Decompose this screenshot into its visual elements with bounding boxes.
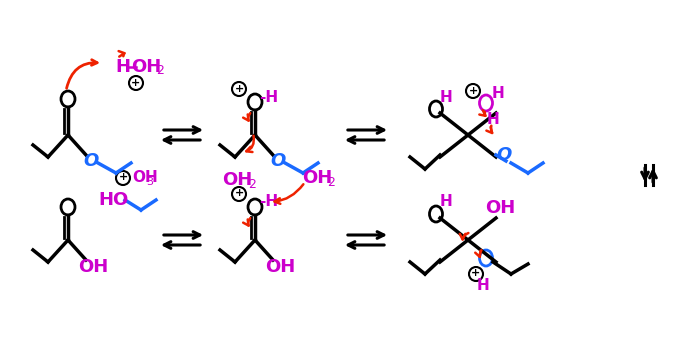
Text: OH: OH (222, 171, 252, 189)
Text: OH: OH (131, 58, 161, 76)
Text: +: + (132, 77, 141, 88)
Text: +: + (468, 85, 477, 96)
Text: H: H (116, 58, 130, 76)
Text: OH: OH (302, 169, 332, 187)
Text: +: + (118, 173, 127, 182)
Text: O: O (270, 152, 286, 170)
Text: +: + (234, 189, 244, 198)
Text: -H: -H (260, 195, 279, 210)
Text: OH: OH (265, 258, 295, 276)
Text: O: O (496, 146, 512, 164)
Text: +: + (471, 268, 481, 279)
Text: HO: HO (98, 191, 128, 209)
Text: H: H (491, 85, 505, 100)
Text: OH: OH (132, 170, 158, 186)
Text: OH: OH (485, 199, 515, 217)
Text: 3: 3 (146, 177, 153, 187)
Text: H: H (477, 278, 489, 293)
Text: 2: 2 (248, 177, 256, 190)
Text: 2: 2 (156, 64, 164, 77)
Text: H: H (440, 195, 452, 210)
Text: -H: -H (260, 90, 279, 105)
Text: O: O (83, 152, 99, 170)
Text: OH: OH (78, 258, 108, 276)
Text: H: H (440, 90, 452, 105)
Text: +: + (234, 84, 244, 93)
Text: 2: 2 (327, 175, 335, 189)
Text: H: H (486, 112, 499, 126)
